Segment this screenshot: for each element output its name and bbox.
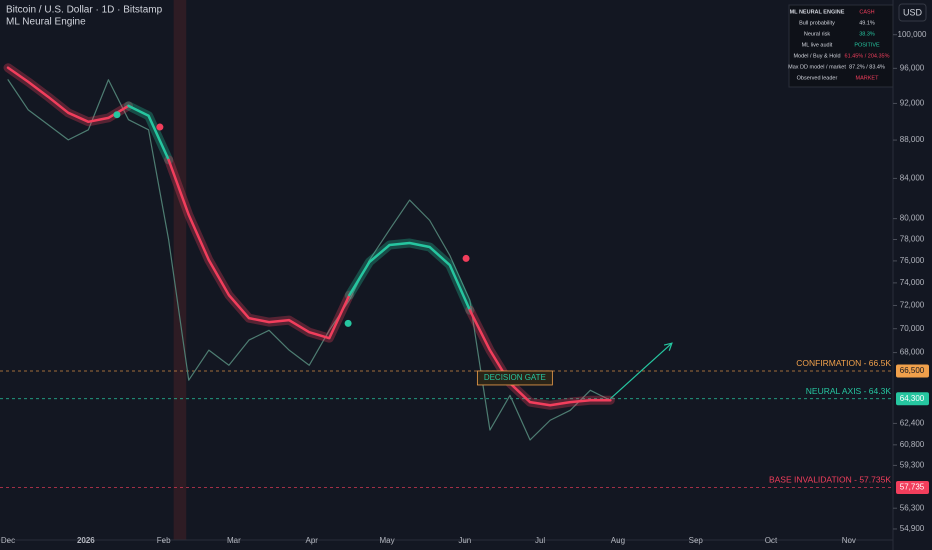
y-tick-label: 84,000 [900, 174, 925, 183]
y-tick-label: 62,400 [900, 419, 925, 428]
y-tick-label: 72,000 [900, 301, 925, 310]
chart-title: Bitcoin / U.S. Dollar · 1D · Bitstamp [6, 5, 163, 16]
annotation-text: DECISION GATE [484, 373, 546, 382]
signal-dot [113, 111, 121, 119]
signal-dot [462, 254, 470, 262]
x-tick-label: Oct [765, 536, 778, 545]
x-tick-label: Sep [689, 536, 704, 545]
y-tick-label: 56,300 [900, 503, 925, 512]
level-tag [896, 364, 929, 378]
highlight-band [173, 0, 187, 540]
panel-label: ML NEURAL ENGINE [790, 9, 845, 15]
y-tick-label: 100,000 [898, 30, 927, 39]
signal-dot [344, 319, 352, 327]
panel-label: Model / Buy & Hold [793, 53, 840, 59]
arrow-head [663, 342, 673, 351]
x-tick-label: Jul [535, 536, 545, 545]
currency-label[interactable]: USD [903, 7, 923, 17]
panel-value: MARKET [856, 75, 880, 81]
ml-line [167, 158, 351, 340]
level-label: NEURAL AXIS - 64.3K [806, 386, 892, 396]
x-tick-label: Mar [227, 536, 241, 545]
y-tick-label: 80,000 [900, 214, 925, 223]
ml-line [6, 66, 130, 124]
panel-value: CASH [859, 9, 874, 15]
x-tick-label: 2026 [77, 536, 95, 545]
ml-line [127, 104, 170, 162]
x-tick-label: Jun [458, 536, 471, 545]
panel-value: 38.3% [859, 31, 875, 37]
annotation-box [476, 370, 553, 386]
panel-label: ML live audit [802, 42, 833, 48]
x-tick-label: Apr [305, 536, 318, 545]
y-tick-label: 88,000 [900, 135, 925, 144]
ml-line [468, 308, 612, 407]
y-tick-label: 70,000 [900, 324, 925, 333]
y-tick-label: 68,000 [900, 348, 925, 357]
level-tag [896, 392, 929, 406]
y-tick-label: 59,300 [900, 461, 925, 470]
y-tick-label: 76,000 [900, 256, 925, 265]
level-label: CONFIRMATION - 66.5K [796, 358, 891, 368]
info-panel [788, 4, 894, 88]
panel-label: Neural risk [804, 31, 831, 37]
y-tick-label: 74,000 [900, 278, 925, 287]
panel-value: 49.1% [859, 20, 875, 26]
x-tick-label: Feb [157, 536, 171, 545]
panel-label: Observed leader [797, 75, 838, 81]
panel-label: Bull probability [799, 20, 835, 26]
panel-value: 61.45% / 204.35% [845, 53, 890, 59]
level-tag-label: 66,500 [900, 366, 925, 375]
x-tick-label: Aug [611, 536, 625, 545]
level-label: BASE INVALIDATION - 57.735K [769, 475, 891, 485]
panel-value: 87.2% / 83.4% [849, 64, 885, 70]
y-tick-label: 78,000 [900, 235, 925, 244]
y-tick-label: 60,800 [900, 440, 925, 449]
level-tag-label: 64,300 [900, 394, 925, 403]
signal-dot [156, 123, 164, 131]
panel-label: Max DD model / market [788, 64, 846, 70]
y-tick-label: 96,000 [900, 63, 925, 72]
arrow-line [609, 342, 673, 400]
level-tag-label: 57,735 [900, 483, 925, 492]
price-line [7, 79, 611, 441]
y-tick-label: 54,900 [900, 524, 925, 533]
y-tick-label: 92,000 [900, 99, 925, 108]
currency-button[interactable] [898, 3, 927, 22]
legend-entry: ML Neural Engine [6, 17, 86, 28]
level-tag [896, 480, 929, 494]
x-tick-label: Dec [1, 536, 15, 545]
x-tick-label: May [379, 536, 394, 545]
panel-value: POSITIVE [854, 42, 880, 48]
ml-line [348, 241, 472, 312]
x-tick-label: Nov [842, 536, 856, 545]
